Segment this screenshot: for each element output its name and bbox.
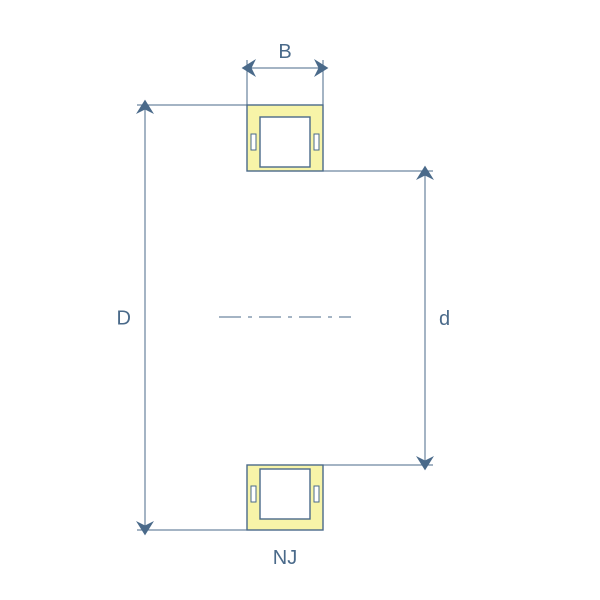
dim-B-label: B [278,41,291,63]
dim-d-label: d [439,308,450,330]
dim-D-label: D [117,308,131,330]
bearing-type-label: NJ [273,547,297,569]
bearing-cross-section-diagram: B Dd NJ [0,0,600,600]
